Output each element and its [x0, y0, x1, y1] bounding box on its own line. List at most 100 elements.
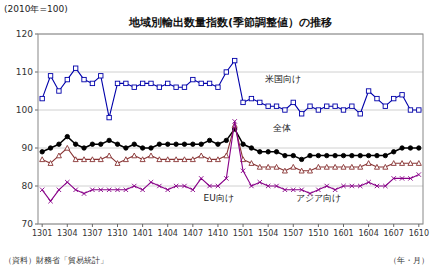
point	[366, 89, 370, 93]
point	[157, 184, 161, 188]
point	[107, 115, 111, 119]
point	[40, 188, 44, 192]
x-tick-label: 1604	[358, 229, 378, 238]
point	[308, 153, 312, 157]
point	[115, 142, 119, 146]
point	[48, 161, 53, 166]
point	[65, 77, 69, 81]
x-tick-label: 1304	[57, 229, 77, 238]
point	[274, 104, 278, 108]
point	[90, 81, 94, 85]
point	[157, 142, 161, 146]
y-tick-label: 80	[22, 181, 34, 191]
point	[266, 150, 270, 154]
point	[166, 81, 170, 85]
point	[99, 142, 103, 146]
point	[283, 108, 287, 112]
point	[82, 77, 86, 81]
point	[224, 176, 228, 180]
point	[232, 58, 236, 62]
point	[400, 176, 404, 180]
point	[291, 100, 295, 104]
point	[191, 188, 195, 192]
point	[258, 100, 262, 104]
point	[182, 85, 186, 89]
point	[249, 161, 254, 166]
point	[266, 104, 270, 108]
point	[358, 112, 362, 116]
point	[383, 104, 387, 108]
point	[408, 176, 412, 180]
point	[400, 146, 404, 150]
point	[40, 150, 44, 154]
point	[82, 191, 86, 195]
x-axis-label: （年・月）	[389, 256, 429, 265]
plot-frame	[38, 34, 423, 224]
point	[283, 153, 287, 157]
point	[174, 85, 178, 89]
point	[199, 142, 203, 146]
point	[174, 184, 178, 188]
y-tick-label: 120	[16, 29, 33, 39]
source: （資料）財務省「貿易統計」	[4, 256, 108, 265]
point	[325, 104, 329, 108]
point	[57, 142, 61, 146]
point	[174, 142, 178, 146]
y-tick-label: 70	[22, 219, 34, 229]
y-tick-label: 90	[22, 143, 34, 153]
point	[140, 146, 144, 150]
point	[207, 81, 211, 85]
grid-line	[38, 72, 423, 73]
grid-line	[38, 186, 423, 187]
point	[341, 164, 346, 169]
subtitle: (2010年=100)	[4, 4, 68, 14]
point	[132, 85, 136, 89]
x-tick-label: 1501	[233, 229, 253, 238]
point	[115, 81, 119, 85]
point	[349, 164, 354, 169]
point	[375, 184, 379, 188]
point	[341, 108, 345, 112]
point	[48, 146, 52, 150]
point	[48, 199, 52, 203]
point	[291, 164, 296, 169]
point	[316, 164, 321, 169]
point	[199, 81, 203, 85]
y-tick-label: 100	[16, 105, 33, 115]
grid-line	[38, 110, 423, 111]
point	[241, 100, 245, 104]
point	[232, 119, 236, 123]
point	[408, 146, 412, 150]
point	[333, 153, 337, 157]
x-tick-label: 1310	[107, 229, 127, 238]
point	[375, 96, 379, 100]
point	[124, 188, 128, 192]
point	[216, 142, 220, 146]
point	[291, 153, 295, 157]
point	[341, 153, 345, 157]
point	[90, 188, 94, 192]
point	[366, 153, 370, 157]
point	[408, 161, 413, 166]
series	[40, 119, 421, 203]
point	[182, 184, 186, 188]
point	[149, 81, 153, 85]
series	[40, 127, 421, 162]
x-tick	[167, 224, 168, 227]
x-tick	[368, 224, 369, 227]
point	[383, 164, 388, 169]
point	[207, 138, 211, 142]
point	[408, 108, 412, 112]
point	[274, 164, 279, 169]
point	[350, 184, 354, 188]
x-tick-label: 1607	[384, 229, 404, 238]
point	[308, 168, 313, 173]
chart: 7080901001101201301130413071310140114041…	[0, 0, 433, 268]
point	[299, 112, 303, 116]
point	[99, 74, 103, 78]
point	[65, 145, 70, 150]
series-label: EU向け	[204, 193, 234, 203]
point	[216, 184, 220, 188]
point	[124, 146, 128, 150]
point	[257, 164, 262, 169]
